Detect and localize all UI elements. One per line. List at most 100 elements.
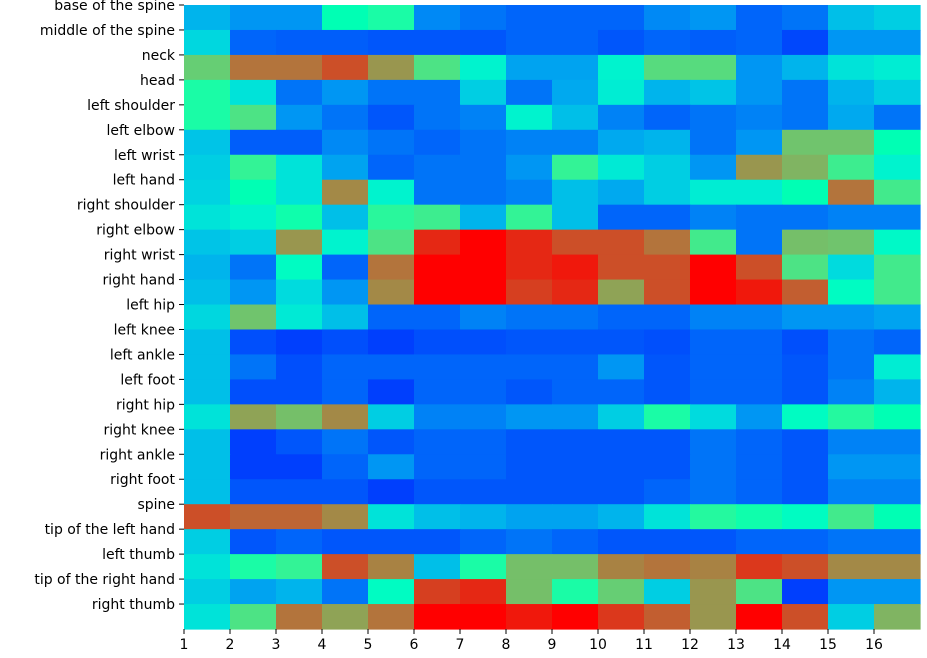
- heatmap-cell: [368, 29, 415, 56]
- heatmap-cell: [644, 554, 691, 580]
- heatmap-cell: [782, 29, 829, 56]
- heatmap-cell: [230, 279, 277, 306]
- heatmap-cell: [414, 379, 461, 405]
- heatmap-cell: [506, 204, 553, 231]
- x-tick-label: 8: [502, 637, 511, 653]
- heatmap-cell: [552, 29, 599, 56]
- heatmap-cell: [184, 404, 231, 430]
- heatmap-cell: [874, 79, 921, 106]
- heatmap-cell: [598, 504, 645, 530]
- heatmap-cell: [322, 304, 369, 331]
- heatmap-cell: [414, 129, 461, 156]
- heatmap-cell: [828, 429, 875, 455]
- heatmap-cell: [506, 379, 553, 405]
- heatmap-cell: [414, 479, 461, 505]
- heatmap-cell: [552, 329, 599, 356]
- heatmap-cell: [644, 479, 691, 505]
- heatmap-cell: [368, 204, 415, 231]
- heatmap-cell: [460, 204, 507, 231]
- heatmap-cell: [230, 604, 277, 630]
- heatmap-cell: [736, 5, 783, 31]
- heatmap-cell: [276, 154, 323, 181]
- heatmap-cell: [230, 79, 277, 106]
- heatmap-cell: [368, 379, 415, 405]
- heatmap-cell: [276, 304, 323, 331]
- heatmap-cell: [276, 479, 323, 505]
- y-tick-label: left hip: [126, 298, 175, 314]
- heatmap-cell: [874, 379, 921, 405]
- x-tick-label: 12: [681, 637, 699, 653]
- heatmap-cell: [230, 429, 277, 455]
- heatmap-cell: [368, 504, 415, 530]
- heatmap-cell: [460, 104, 507, 131]
- heatmap-cell: [506, 429, 553, 455]
- heatmap-cell: [368, 354, 415, 380]
- heatmap-cell: [598, 29, 645, 56]
- heatmap-cell: [414, 304, 461, 331]
- heatmap-cell: [690, 354, 737, 380]
- heatmap-cell: [460, 479, 507, 505]
- heatmap-cell: [874, 254, 921, 281]
- heatmap-cell: [460, 529, 507, 555]
- heatmap-cell: [644, 229, 691, 256]
- heatmap-cell: [552, 104, 599, 131]
- heatmap-cell: [736, 454, 783, 480]
- heatmap-cell: [598, 604, 645, 630]
- heatmap-cell: [322, 129, 369, 156]
- heatmap-cell: [230, 179, 277, 206]
- heatmap-cell: [230, 404, 277, 430]
- heatmap-cell: [230, 104, 277, 131]
- heatmap-cell: [506, 104, 553, 131]
- y-tick-label: left hand: [113, 173, 175, 189]
- heatmap-cell: [230, 354, 277, 380]
- heatmap-cell: [368, 429, 415, 455]
- y-tick-label: tip of the left hand: [45, 522, 175, 538]
- heatmap-cell: [460, 304, 507, 331]
- heatmap-cell: [460, 79, 507, 106]
- heatmap-cell: [322, 179, 369, 206]
- heatmap-cell: [322, 454, 369, 480]
- heatmap-cell: [276, 229, 323, 256]
- heatmap-cell: [230, 454, 277, 480]
- heatmap-cell: [460, 229, 507, 256]
- heatmap-cell: [828, 54, 875, 81]
- heatmap-cell: [874, 54, 921, 81]
- heatmap-cell: [322, 279, 369, 306]
- heatmap-cell: [552, 129, 599, 156]
- heatmap-cell: [276, 529, 323, 555]
- heatmap-cell: [368, 329, 415, 356]
- heatmap-cell: [690, 304, 737, 331]
- heatmap-cell: [506, 454, 553, 480]
- heatmap-cell: [184, 529, 231, 555]
- heatmap-cell: [322, 604, 369, 630]
- heatmap-cell: [874, 479, 921, 505]
- heatmap-cell: [552, 204, 599, 231]
- heatmap-cell: [322, 379, 369, 405]
- heatmap-cell: [414, 104, 461, 131]
- heatmap-cell: [598, 304, 645, 331]
- heatmap-cell: [736, 229, 783, 256]
- heatmap-cell: [828, 204, 875, 231]
- heatmap-cell: [460, 279, 507, 306]
- heatmap-cell: [736, 479, 783, 505]
- heatmap-cell: [736, 79, 783, 106]
- heatmap-cell: [736, 404, 783, 430]
- heatmap-cell: [368, 579, 415, 605]
- heatmap-cell: [460, 129, 507, 156]
- heatmap-cell: [552, 404, 599, 430]
- heatmap-cell: [828, 554, 875, 580]
- heatmap-cell: [506, 279, 553, 306]
- x-tick-label: 3: [272, 637, 281, 653]
- heatmap-cell: [506, 229, 553, 256]
- heatmap-cell: [736, 104, 783, 131]
- heatmap-cell: [552, 79, 599, 106]
- heatmap-cell: [276, 604, 323, 630]
- heatmap-cell: [690, 454, 737, 480]
- heatmap-cell: [322, 329, 369, 356]
- heatmap-cell: [230, 129, 277, 156]
- heatmap-cell: [828, 79, 875, 106]
- heatmap-cell: [828, 604, 875, 630]
- heatmap-cell: [506, 479, 553, 505]
- heatmap-cell: [322, 79, 369, 106]
- heatmap-cell: [828, 104, 875, 131]
